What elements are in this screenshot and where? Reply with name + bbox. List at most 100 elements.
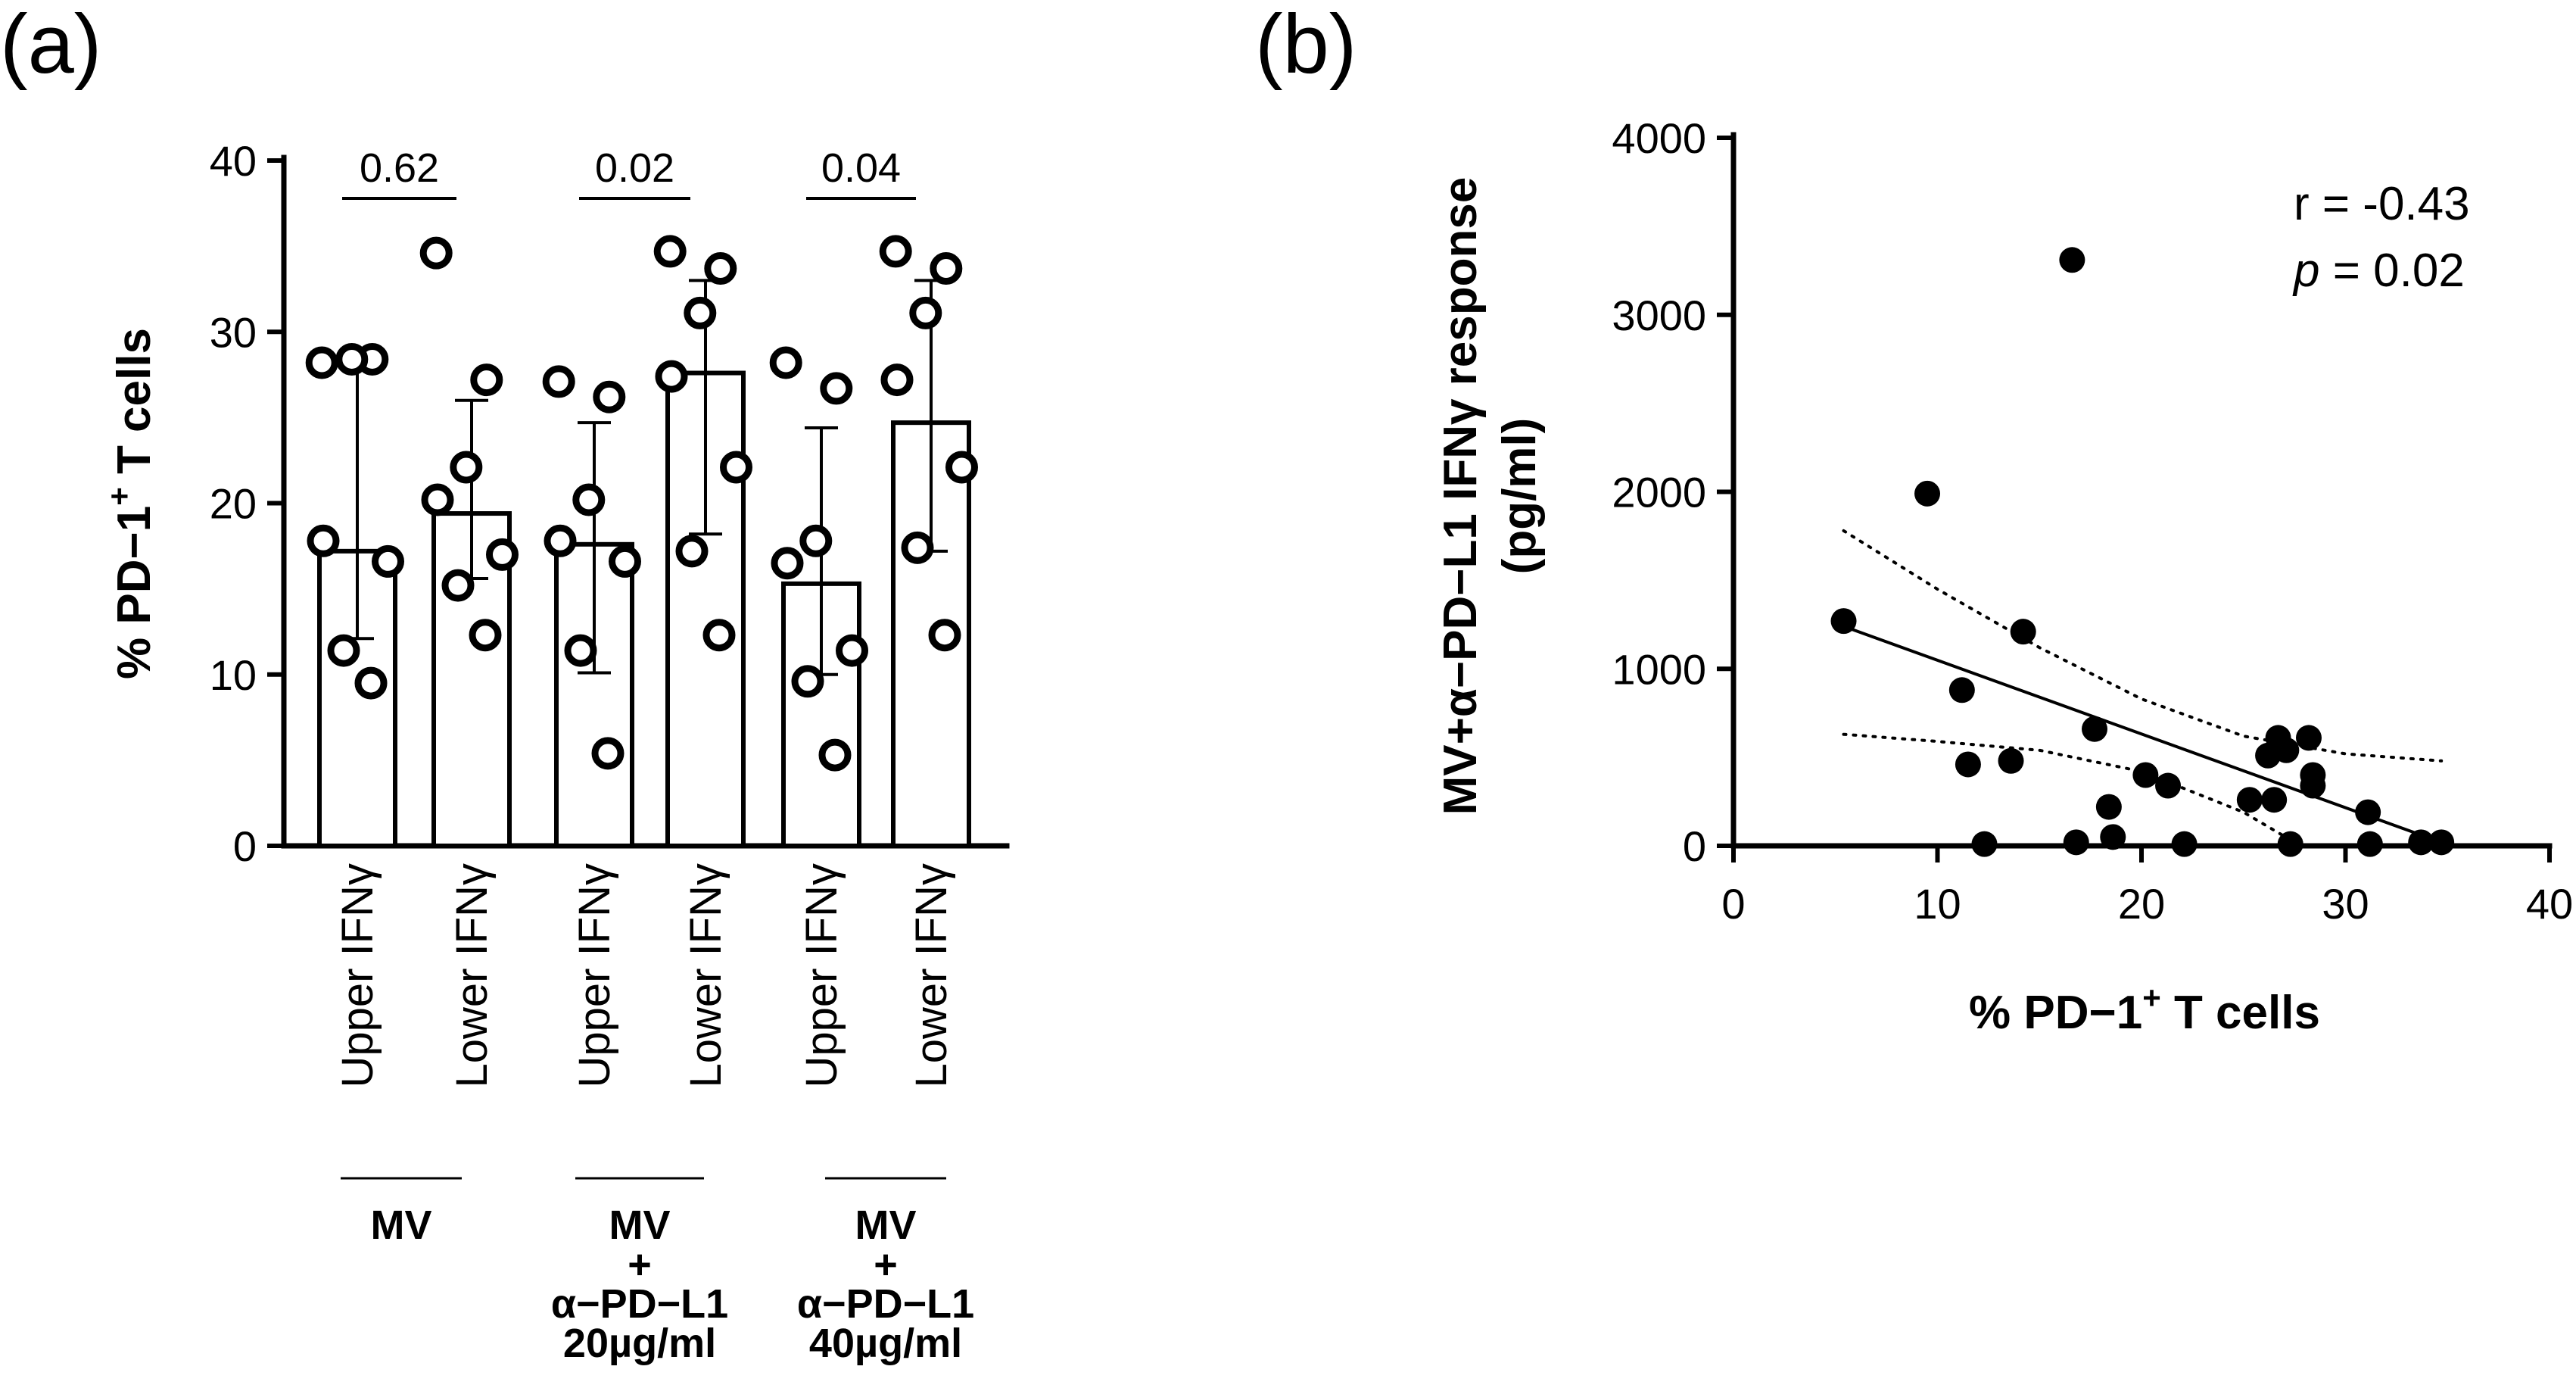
- y-axis-title-line1: MV+α−PD−L1 IFNγ response: [1434, 177, 1487, 816]
- data-point: [486, 538, 519, 571]
- data-point: [2095, 794, 2122, 820]
- y-tick-label: 3000: [1612, 292, 1706, 339]
- data-point: [2171, 831, 2198, 857]
- confidence-band-upper: [1842, 529, 2444, 763]
- data-point: [836, 634, 868, 667]
- data-point: [2059, 247, 2085, 273]
- data-point: [675, 535, 709, 568]
- p-symbol: p: [2292, 245, 2319, 297]
- panel-b-scatter-plot: 0 1000 2000 3000 4000 0 10 20 30 40 % PD−1+ T cell…: [1434, 114, 2573, 1039]
- y-tick-label: 0: [233, 822, 257, 870]
- y-axis-title-suffix: T cells: [108, 328, 160, 487]
- y-tick-label: 10: [210, 651, 257, 699]
- data-point: [704, 252, 737, 285]
- data-point: [930, 252, 963, 285]
- x-tick-label: 20: [2118, 880, 2165, 928]
- data-point: [909, 296, 942, 329]
- data-point: [441, 569, 475, 602]
- x-tick-label: 0: [1721, 880, 1745, 928]
- data-point: [2273, 737, 2300, 763]
- x-axis-title-sup: +: [2142, 980, 2161, 1015]
- data-point: [591, 737, 625, 770]
- y-tick-label: 2000: [1612, 469, 1706, 516]
- data-point: [2408, 829, 2434, 856]
- data-point: [419, 236, 453, 270]
- data-point: [791, 665, 824, 698]
- data-point: [305, 346, 338, 379]
- x-tick-label: 10: [1914, 880, 1961, 928]
- data-point: [470, 363, 503, 397]
- y-axis-title: % PD−1+ T cells: [101, 328, 160, 679]
- group-label-line: MV: [609, 1203, 671, 1248]
- data-point: [653, 235, 687, 268]
- y-tick-label: 20: [210, 480, 257, 528]
- category-label: Upper IFNγ: [570, 863, 619, 1088]
- category-label: Upper IFNγ: [797, 863, 846, 1088]
- data-point: [593, 380, 626, 413]
- data-point: [2356, 831, 2383, 857]
- data-point: [2155, 772, 2182, 799]
- data-point: [720, 451, 752, 484]
- data-point: [2063, 829, 2089, 856]
- x-axis-title: % PD−1+ T cells: [1969, 980, 2320, 1039]
- data-point: [928, 619, 961, 652]
- data-point: [799, 524, 833, 557]
- data-point: [655, 360, 688, 393]
- data-point: [2355, 799, 2381, 825]
- comparison-p-value: 0.02: [595, 145, 674, 191]
- data-point: [702, 619, 736, 652]
- group-label-line: α−PD−L1: [797, 1281, 974, 1327]
- data-point: [2010, 619, 2036, 645]
- data-point: [1948, 677, 1975, 703]
- data-point: [945, 451, 978, 484]
- comparison-p-value: 0.04: [821, 145, 901, 191]
- x-tick-label: 40: [2526, 880, 2573, 928]
- data-point: [2082, 716, 2108, 742]
- p-value: = 0.02: [2319, 245, 2464, 297]
- y-tick-label: 1000: [1612, 645, 1706, 693]
- data-point: [1830, 608, 1857, 635]
- data-point: [1998, 747, 2024, 774]
- data-point: [327, 634, 360, 667]
- y-axis-title-main: % PD−1: [108, 506, 160, 679]
- panel-label-a: (a): [0, 0, 101, 91]
- category-label: Lower IFNγ: [907, 863, 956, 1088]
- data-point: [2277, 831, 2303, 857]
- category-label: Lower IFNγ: [681, 863, 730, 1088]
- data-point: [901, 531, 934, 564]
- data-point: [2132, 762, 2159, 788]
- data-point: [469, 619, 502, 652]
- data-point: [372, 544, 404, 578]
- group-label-line: +: [628, 1242, 652, 1287]
- data-point: [2100, 824, 2126, 850]
- data-point: [818, 738, 852, 772]
- y-tick-label: 0: [1683, 822, 1706, 870]
- y-tick-label: 40: [210, 137, 257, 185]
- y-axis-title-sup: +: [101, 487, 137, 506]
- group-label-line: 40µg/ml: [809, 1321, 962, 1366]
- group-label-line: 20µg/ml: [563, 1321, 716, 1366]
- comparison-p-value: 0.62: [360, 145, 439, 191]
- group-label-line: MV: [371, 1203, 432, 1248]
- x-axis-title-suffix: T cells: [2161, 987, 2320, 1039]
- panel-label-b: (b): [1255, 0, 1357, 91]
- data-point: [880, 363, 914, 397]
- y-tick-label: 30: [210, 308, 257, 356]
- data-point: [542, 365, 575, 398]
- data-point: [1971, 831, 1998, 857]
- data-point: [2428, 829, 2455, 856]
- group-label-line: α−PD−L1: [551, 1281, 728, 1327]
- data-point: [1955, 751, 1981, 778]
- y-axis-title-line2: (pg/ml): [1494, 418, 1546, 575]
- data-point: [564, 634, 597, 667]
- x-axis-title-main: % PD−1: [1969, 987, 2142, 1039]
- data-point: [2236, 787, 2263, 813]
- bar: [554, 541, 634, 848]
- data-point: [879, 235, 912, 268]
- category-label: Upper IFNγ: [333, 863, 382, 1088]
- correlation-r: r = -0.43: [2294, 178, 2470, 230]
- x-tick-label: 30: [2322, 880, 2369, 928]
- data-point: [450, 451, 483, 484]
